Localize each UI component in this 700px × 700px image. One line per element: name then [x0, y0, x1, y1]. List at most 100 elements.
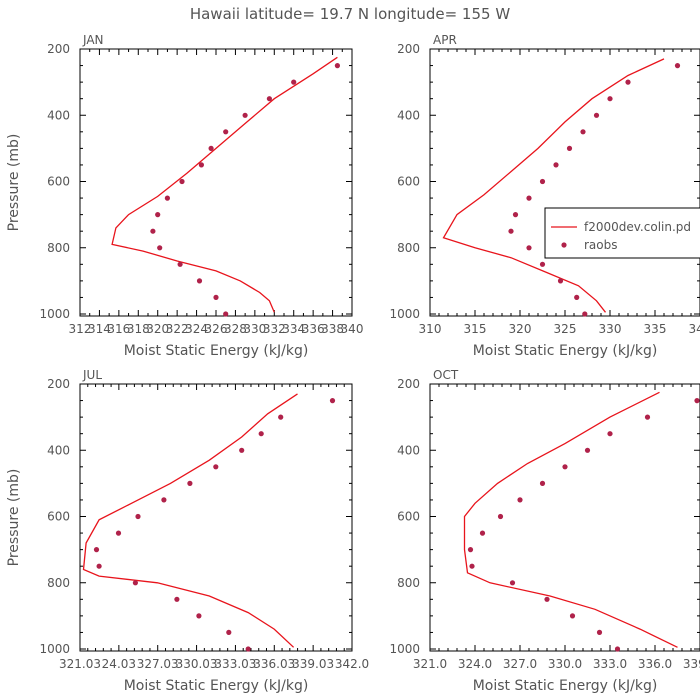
obs-dot	[694, 398, 700, 404]
obs-dot	[539, 178, 546, 185]
y-tick-label: 600	[397, 175, 420, 189]
obs-dot	[96, 563, 102, 569]
obs-dot	[258, 431, 264, 437]
x-tick-label: 321.03	[59, 657, 101, 671]
panel-title: APR	[433, 33, 457, 47]
y-axis-label: Pressure (mb)	[6, 469, 22, 567]
obs-dot	[544, 596, 550, 602]
obs-dot	[150, 228, 156, 234]
y-tick-label: 600	[47, 175, 70, 189]
x-tick-label: 327.0	[503, 657, 537, 671]
obs-dot	[196, 278, 203, 284]
obs-dot	[574, 294, 580, 300]
obs-dot	[198, 162, 204, 168]
obs-dot	[334, 63, 340, 69]
obs-dot	[93, 547, 100, 553]
obs-dot	[553, 162, 559, 168]
x-tick-label: 324	[185, 322, 208, 336]
panel-apr: 310 315 320 325 330 335 340 200 400 600 800 1000 APR…	[389, 33, 700, 359]
y-tick-label: 800	[47, 241, 70, 255]
model-line	[463, 391, 678, 648]
y-tick-label: 600	[47, 510, 70, 524]
obs-dot	[467, 547, 474, 553]
model-line	[111, 56, 338, 313]
x-tick-label: 330	[599, 322, 622, 336]
y-tick-label: 200	[397, 42, 420, 56]
legend-model-label: f2000dev.colin.pd	[584, 220, 691, 234]
x-tick-label: 325	[554, 322, 577, 336]
y-tick-label: 800	[47, 576, 70, 590]
panel-oct: 321.0 324.0 327.0 330.0 333.0 336.0 339.0 200 40…	[389, 368, 700, 694]
x-tick-label: 320	[509, 322, 532, 336]
x-axis-label: Moist Static Energy (kJ/kg)	[473, 678, 658, 694]
obs-dot	[115, 530, 122, 536]
obs-dot	[593, 112, 600, 118]
x-tick-label: 340	[689, 322, 700, 336]
x-tick-label: 339.03	[292, 657, 334, 671]
y-tick-label: 1000	[39, 642, 70, 656]
obs-dot	[580, 129, 586, 135]
y-tick-label: 200	[47, 377, 70, 391]
obs-dot	[469, 563, 475, 569]
x-tick-label: 24.03	[102, 657, 136, 671]
x-tick-label: 326	[205, 322, 228, 336]
x-tick-label: 335	[644, 322, 667, 336]
obs-dot	[625, 79, 631, 85]
plot-frame	[429, 48, 700, 317]
x-tick-label: 321.0	[413, 657, 447, 671]
obs-dot	[517, 497, 523, 503]
obs-dot	[242, 112, 248, 118]
x-tick-label: 336.0	[638, 657, 672, 671]
obs-dot	[226, 629, 232, 636]
obs-dot	[157, 245, 163, 251]
y-tick-label: 400	[47, 443, 70, 457]
figure-title: Hawaii latitude= 19.7 N longitude= 155 W	[190, 5, 510, 23]
y-tick-label: 800	[397, 241, 420, 255]
obs-dot	[135, 513, 141, 520]
obs-dot	[245, 646, 251, 652]
obs-dot	[223, 311, 229, 317]
obs-dot	[674, 63, 681, 69]
x-axis-label: Moist Static Energy (kJ/kg)	[473, 343, 658, 359]
legend-dot-swatch	[561, 242, 567, 248]
obs-dot	[213, 294, 219, 300]
panel-title: OCT	[433, 368, 459, 382]
model-line	[442, 58, 665, 313]
x-tick-label: 333.03	[214, 657, 256, 671]
obs-dot	[164, 195, 170, 201]
panel-jan: 3123143163183203223243263283303323343363…	[6, 33, 363, 359]
obs-dot	[291, 79, 297, 85]
legend-box	[544, 207, 700, 259]
obs-dot	[557, 278, 564, 284]
x-tick-label: 324.0	[458, 657, 492, 671]
obs-dot	[562, 464, 568, 470]
y-tick-label: 1000	[39, 307, 70, 321]
obs-dot	[582, 311, 588, 317]
x-tick-label: 330.0	[548, 657, 582, 671]
obs-dot	[239, 447, 245, 453]
obs-dot	[644, 414, 651, 420]
x-tick-label: 315	[464, 322, 487, 336]
x-tick-label: 342.0	[335, 657, 369, 671]
obs-dot	[179, 178, 185, 185]
legend-obs-label: raobs	[584, 238, 618, 252]
x-tick-label: 336	[302, 322, 325, 336]
obs-dot	[539, 261, 546, 267]
obs-dot	[177, 261, 183, 267]
x-tick-label: 334	[282, 322, 305, 336]
x-tick-label: 340	[341, 322, 364, 336]
y-tick-label: 400	[47, 108, 70, 122]
obs-dot	[607, 431, 613, 437]
y-tick-label: 200	[397, 377, 420, 391]
obs-dot	[187, 480, 193, 486]
y-tick-label: 1000	[389, 642, 420, 656]
x-tick-label: 322	[166, 322, 189, 336]
x-tick-label: 314	[88, 322, 111, 336]
obs-dot	[196, 613, 202, 619]
obs-dot	[569, 613, 576, 619]
obs-dot	[596, 629, 603, 636]
x-tick-label: 318	[127, 322, 150, 336]
x-tick-label: 336.03	[253, 657, 295, 671]
x-tick-label: 339.0	[683, 657, 700, 671]
